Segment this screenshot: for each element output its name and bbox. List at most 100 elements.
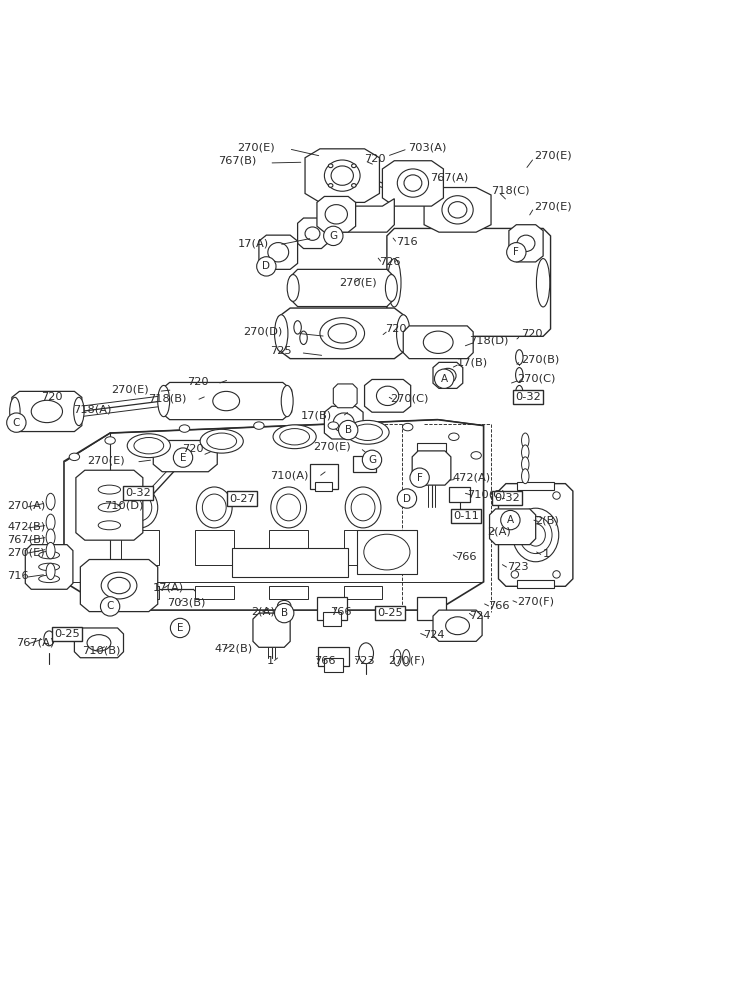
Ellipse shape — [328, 324, 356, 343]
Text: 270(E): 270(E) — [534, 151, 572, 161]
Polygon shape — [509, 225, 543, 262]
Circle shape — [170, 618, 190, 638]
Text: 718(B): 718(B) — [147, 394, 186, 404]
Bar — [449, 487, 470, 502]
Polygon shape — [64, 420, 484, 610]
Bar — [323, 612, 341, 626]
Ellipse shape — [122, 487, 158, 528]
Text: 710(D): 710(D) — [104, 501, 144, 511]
Bar — [417, 597, 446, 620]
Ellipse shape — [108, 577, 130, 594]
Text: 718(C): 718(C) — [491, 185, 530, 195]
Ellipse shape — [46, 542, 55, 559]
Ellipse shape — [69, 453, 80, 461]
Text: 767(A): 767(A) — [430, 172, 468, 182]
Ellipse shape — [127, 434, 170, 458]
Text: 720: 720 — [41, 392, 62, 402]
Circle shape — [324, 226, 343, 246]
Text: 710(C): 710(C) — [467, 489, 506, 499]
Ellipse shape — [105, 437, 115, 444]
Bar — [324, 658, 343, 672]
Ellipse shape — [202, 494, 226, 521]
Bar — [344, 586, 382, 599]
Text: 472(B): 472(B) — [7, 522, 45, 532]
Ellipse shape — [516, 350, 523, 365]
Ellipse shape — [404, 175, 422, 191]
Ellipse shape — [213, 391, 240, 411]
Polygon shape — [259, 235, 298, 269]
Text: 710(B): 710(B) — [82, 645, 121, 655]
Polygon shape — [382, 161, 443, 206]
Text: 718(A): 718(A) — [73, 404, 112, 414]
Text: 17(A): 17(A) — [238, 238, 269, 248]
Circle shape — [434, 369, 454, 388]
Circle shape — [173, 448, 193, 467]
Polygon shape — [298, 218, 327, 249]
Polygon shape — [12, 391, 82, 432]
Ellipse shape — [516, 385, 523, 400]
Polygon shape — [25, 545, 73, 589]
Text: C: C — [13, 418, 20, 428]
Bar — [357, 530, 417, 574]
Polygon shape — [490, 509, 536, 545]
Ellipse shape — [351, 494, 375, 521]
Ellipse shape — [98, 521, 121, 530]
Bar — [269, 586, 308, 599]
Text: 766: 766 — [314, 656, 336, 666]
Text: 270(A): 270(A) — [7, 501, 45, 511]
Text: 720: 720 — [521, 329, 542, 339]
Ellipse shape — [196, 487, 232, 528]
Polygon shape — [253, 613, 290, 647]
Text: 767(B): 767(B) — [219, 156, 257, 166]
Ellipse shape — [522, 469, 529, 484]
Polygon shape — [433, 362, 463, 388]
Text: B: B — [280, 608, 288, 618]
Text: 270(E): 270(E) — [534, 201, 572, 211]
Polygon shape — [153, 440, 217, 472]
Ellipse shape — [517, 235, 535, 252]
Ellipse shape — [320, 318, 365, 349]
Text: 270(E): 270(E) — [87, 456, 125, 466]
Ellipse shape — [352, 184, 356, 187]
Ellipse shape — [325, 205, 347, 224]
Text: 270(C): 270(C) — [517, 374, 556, 384]
Circle shape — [410, 468, 429, 487]
Text: C: C — [106, 601, 114, 611]
Text: 716: 716 — [7, 571, 29, 581]
Ellipse shape — [331, 166, 353, 185]
Text: 720: 720 — [385, 324, 407, 334]
Text: 1: 1 — [543, 549, 551, 559]
Text: 2(A): 2(A) — [487, 527, 511, 537]
Text: 270(D): 270(D) — [243, 327, 283, 337]
Text: 720: 720 — [187, 377, 208, 387]
Bar — [517, 482, 554, 490]
Ellipse shape — [522, 457, 529, 472]
Ellipse shape — [359, 643, 373, 664]
Ellipse shape — [74, 397, 84, 426]
Text: 0-11: 0-11 — [453, 511, 478, 521]
Polygon shape — [317, 196, 356, 232]
Ellipse shape — [376, 386, 399, 406]
Ellipse shape — [280, 429, 310, 445]
Text: 17(B): 17(B) — [301, 410, 332, 420]
Circle shape — [339, 420, 358, 440]
Bar — [344, 530, 382, 565]
Ellipse shape — [333, 413, 354, 432]
Ellipse shape — [397, 315, 410, 352]
Text: 723: 723 — [507, 562, 529, 572]
Polygon shape — [424, 188, 491, 232]
Bar — [310, 464, 338, 489]
Ellipse shape — [553, 492, 560, 499]
Text: 472(A): 472(A) — [452, 473, 490, 483]
Text: 0-25: 0-25 — [377, 608, 403, 618]
Text: A: A — [440, 374, 448, 384]
Bar — [121, 530, 159, 565]
Ellipse shape — [305, 227, 320, 240]
Bar — [195, 530, 234, 565]
Text: 720: 720 — [365, 154, 386, 164]
Ellipse shape — [101, 572, 137, 599]
Ellipse shape — [254, 422, 264, 429]
Polygon shape — [290, 269, 394, 307]
Bar — [232, 548, 348, 577]
Text: 716: 716 — [396, 237, 417, 247]
